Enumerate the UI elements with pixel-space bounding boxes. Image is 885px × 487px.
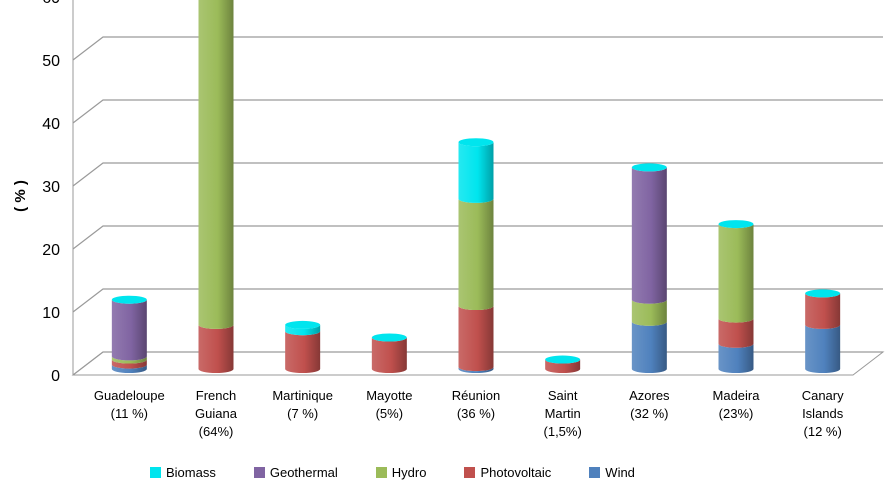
y-tick-label: 40 — [42, 116, 60, 133]
gridline — [72, 351, 883, 376]
bar-top-cap — [718, 220, 754, 229]
bar-top-cap — [458, 138, 494, 147]
x-tick-label: French Guiana (64%) — [195, 388, 238, 439]
bar-segment-hydro — [111, 356, 147, 364]
bar-segment-geothermal — [111, 299, 147, 361]
bar-segment-photovoltaic — [198, 324, 234, 373]
bar-segment-hydro — [458, 198, 494, 310]
x-tick-label: Réunion (36 %) — [452, 388, 500, 421]
bar-segment-wind — [111, 364, 147, 373]
bar-top-cap — [285, 320, 321, 329]
y-axis-ticks: 010203040506070 — [42, 0, 60, 385]
bar-segment-photovoltaic — [718, 318, 754, 348]
y-tick-label: 10 — [42, 305, 60, 322]
bar-segment-wind — [805, 324, 841, 373]
y-tick-label: 50 — [42, 53, 60, 70]
x-tick-label: Martinique (7 %) — [272, 388, 333, 421]
x-tick-label: Canary Islands (12 %) — [802, 388, 844, 439]
chart-bars — [111, 0, 841, 373]
legend-swatch — [253, 466, 265, 478]
legend-item-wind: Wind — [589, 465, 635, 480]
x-tick-label: Saint Martin (1,5%) — [544, 388, 582, 439]
legend-swatch — [464, 466, 476, 478]
x-axis-labels: Guadeloupe (11 %) French Guiana (64%) Martini… — [94, 388, 844, 439]
legend-swatch — [589, 466, 601, 478]
bar-segment-photovoltaic — [111, 359, 147, 369]
x-tick-label: Guadeloupe (11 %) — [94, 388, 165, 421]
legend-label: Geothermal — [269, 464, 338, 480]
x-tick-label: Azores (32 %) — [629, 388, 670, 421]
bar-segment-geothermal — [631, 167, 667, 304]
y-tick-label: 0 — [51, 368, 60, 385]
legend-item-biomass: Biomass — [150, 465, 216, 480]
bar-segment-photovoltaic — [371, 337, 407, 373]
gridline — [72, 288, 883, 313]
legend-label: Photovoltaic — [480, 464, 552, 480]
gridline — [72, 225, 883, 250]
legend-swatch — [375, 466, 387, 478]
chart-gridlines — [72, 36, 883, 376]
gridline — [72, 36, 883, 61]
bar-segment-photovoltaic — [285, 331, 321, 373]
y-tick-label: 60 — [42, 0, 60, 7]
gridline — [72, 162, 883, 187]
legend-label: Biomass — [166, 464, 216, 480]
bar-segment-hydro — [631, 299, 667, 326]
bar-segment-wind — [458, 367, 494, 373]
gridline — [72, 99, 883, 124]
legend-item-hydro: Hydro — [375, 464, 427, 480]
bar-segment-biomass — [285, 324, 321, 336]
x-tick-label: Madeira (23%) — [713, 388, 761, 421]
bar-segment-biomass — [458, 142, 494, 203]
bar-top-cap — [545, 355, 581, 364]
bar-segment-hydro — [718, 224, 754, 323]
legend-label: Wind — [605, 464, 635, 480]
legend-item-photovoltaic: Photovoltaic — [464, 465, 551, 480]
bar-top-cap — [371, 333, 407, 342]
bar-top-cap — [111, 295, 147, 304]
bar-segment-photovoltaic — [545, 359, 581, 373]
bar-segment-wind — [718, 343, 754, 373]
bar-segment-photovoltaic — [805, 293, 841, 329]
y-tick-label: 20 — [42, 242, 60, 259]
legend-label: Hydro — [391, 464, 427, 480]
bar-segment-hydro — [198, 0, 234, 329]
x-tick-label: Mayotte (5%) — [366, 388, 412, 421]
bar-top-cap — [805, 289, 841, 298]
y-tick-label: 30 — [42, 179, 60, 196]
legend-item-geothermal: Geothermal — [253, 464, 338, 480]
legend-swatch — [150, 466, 161, 478]
bar-top-cap — [631, 163, 667, 172]
bar-segment-photovoltaic — [458, 306, 494, 372]
y-axis-label: ( % ) — [12, 180, 29, 212]
bar-segment-wind — [631, 321, 667, 373]
chart-legend: Biomass Geothermal Hydro Photovoltaic Wind — [150, 462, 790, 482]
